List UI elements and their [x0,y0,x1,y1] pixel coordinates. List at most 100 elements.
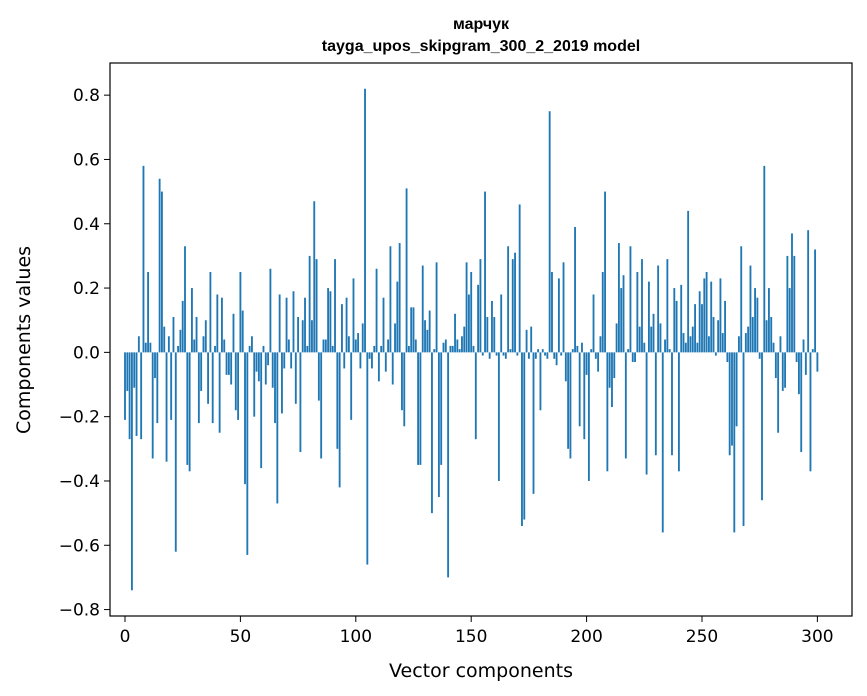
bar [207,352,210,404]
bar [442,342,445,353]
bar [560,352,563,356]
bar [299,352,302,453]
bar [620,288,623,353]
bar [624,352,627,459]
bar [816,352,819,372]
bar [599,336,602,353]
bar [733,352,736,533]
bar [174,352,177,552]
bar [269,268,272,353]
bar [814,249,816,353]
bar [597,352,600,372]
bar [544,352,546,356]
bar [191,288,193,353]
bar [804,352,807,375]
bar [484,191,486,353]
bar [257,352,260,382]
bar [218,352,221,433]
bar [740,246,743,353]
bar [627,349,630,353]
bar [204,320,207,353]
y-tick-label: 0.4 [73,215,100,235]
bar [458,349,461,353]
bar [546,352,549,359]
bar [557,278,560,353]
bar [200,352,203,391]
bar [324,339,327,353]
bar [154,352,156,379]
bar [652,313,655,353]
bar [345,297,348,353]
bar [751,316,754,353]
x-tick-label: 200 [570,627,602,647]
bar [311,320,313,353]
bar [684,342,687,353]
bar [467,294,470,353]
bar [677,352,680,472]
bar [495,352,498,356]
bar [437,352,440,498]
bar [322,339,325,353]
bar [581,342,583,353]
bar [772,342,775,353]
bar [366,352,369,565]
bars-group [124,88,819,591]
bar [707,336,710,353]
bar [391,352,394,385]
bar [689,336,692,353]
bar [161,191,163,353]
y-tick-label: 0.8 [73,86,100,106]
bar [502,352,505,356]
bar [643,342,646,353]
bar [534,352,537,359]
bar [424,320,426,353]
bar [262,345,265,353]
bar [227,352,230,375]
bar [403,352,406,427]
bar [287,339,290,353]
bar [225,352,228,375]
bar [742,352,745,526]
bar [354,339,357,353]
y-tick-label: −0.6 [59,536,100,556]
bar [327,288,330,353]
bar [696,342,699,353]
bar [433,349,436,353]
bar [788,288,791,353]
bar [636,271,639,353]
bar [301,320,304,353]
bar [767,288,770,353]
bar [601,271,604,353]
bar [428,310,431,353]
bar [142,165,145,353]
bar [456,339,459,353]
bar [352,278,355,353]
bar [590,349,593,353]
bar [431,352,433,514]
bar [193,339,196,353]
bar [170,352,173,420]
bar [359,352,362,369]
bar [638,326,641,353]
y-tick-label: 0.6 [73,150,100,170]
y-tick-label: 0.2 [73,279,100,299]
bar [377,352,380,382]
bar [336,352,339,449]
bar [461,336,463,353]
x-tick-label: 50 [230,627,252,647]
bar [567,352,570,449]
bar [786,255,789,353]
bar [398,243,401,353]
bar [248,345,251,353]
bar [188,352,191,472]
bar [594,352,597,359]
bar [694,304,696,353]
bar [306,345,309,353]
bar [474,352,477,440]
bar [165,352,168,462]
bar [606,352,609,472]
bar [564,352,567,382]
bar [297,316,300,353]
bar [791,233,793,353]
bar [758,352,761,359]
